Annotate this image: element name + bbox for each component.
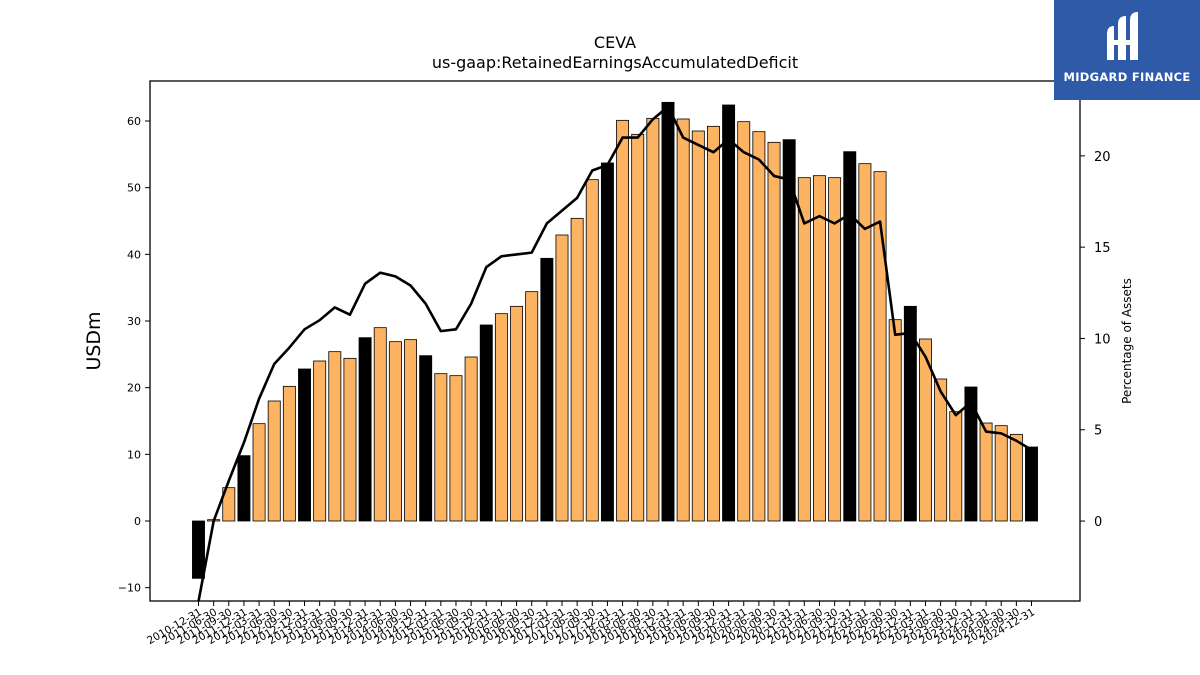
bar-2022-03-31 xyxy=(858,163,872,522)
bar-2016-03-31 xyxy=(494,313,508,522)
bar-2019-06-30 xyxy=(691,130,705,522)
bar-2023-09-30 xyxy=(949,411,963,522)
bar-2015-06-30 xyxy=(449,375,463,522)
y-tick-label: 50 xyxy=(127,182,141,195)
line-group xyxy=(197,105,1033,602)
bar-2014-06-30 xyxy=(388,341,402,522)
bar-2015-12-31 xyxy=(479,324,493,522)
bar-2018-09-30 xyxy=(646,117,660,522)
bar-2017-09-30 xyxy=(585,179,599,522)
y2-tick-label: 15 xyxy=(1094,241,1111,256)
bar-2012-06-30 xyxy=(267,400,281,522)
y-tick-label: −10 xyxy=(118,582,141,595)
bar-2022-09-30 xyxy=(888,319,902,522)
y2-tick-label: 20 xyxy=(1094,150,1111,165)
bar-2024-06-30 xyxy=(994,425,1008,522)
y2-axis-label: Percentage of Assets xyxy=(1120,278,1134,404)
y-tick-label: 20 xyxy=(127,382,141,395)
midgard-finance-logo: MIDGARD FINANCE xyxy=(1054,0,1200,100)
bar-2021-09-30 xyxy=(828,177,842,522)
bar-2017-06-30 xyxy=(570,217,584,522)
bar-2021-06-30 xyxy=(813,175,826,522)
bar-2014-03-31 xyxy=(373,327,387,522)
bar-2014-12-31 xyxy=(419,355,433,522)
y-tick-label: 10 xyxy=(127,448,141,461)
bar-2019-12-31 xyxy=(722,104,736,522)
midgard-logo-icon xyxy=(1107,12,1138,60)
plot-frame xyxy=(149,80,1081,602)
y2-tick-label: 10 xyxy=(1094,332,1111,347)
y-tick-label: 60 xyxy=(127,115,141,128)
bar-2017-12-31 xyxy=(600,162,614,522)
bar-2018-12-31 xyxy=(661,101,675,522)
bar-2013-06-30 xyxy=(328,351,342,522)
bar-2011-12-31 xyxy=(237,455,251,522)
bar-2013-09-30 xyxy=(343,357,357,522)
bar-2016-09-30 xyxy=(525,291,539,522)
bar-2022-06-30 xyxy=(873,171,887,522)
y-tick-label: 40 xyxy=(127,248,141,261)
chart-title: CEVA xyxy=(594,33,636,52)
bar-2023-03-31 xyxy=(919,338,932,522)
bar-2015-03-31 xyxy=(434,373,448,522)
bar-2015-09-30 xyxy=(464,356,478,522)
bar-2016-06-30 xyxy=(510,305,524,522)
axes-group: −100102030405060051015202010-12-312011-0… xyxy=(118,115,1111,647)
bar-2011-09-30 xyxy=(222,487,236,522)
bar-2021-12-31 xyxy=(843,151,857,522)
bar-2012-09-30 xyxy=(282,385,296,522)
bar-2010-12-31 xyxy=(192,520,205,579)
bar-2020-03-31 xyxy=(737,121,751,522)
bar-2024-12-31 xyxy=(1025,446,1038,522)
bar-2020-12-31 xyxy=(782,139,796,522)
bar-2019-09-30 xyxy=(706,125,720,522)
bar-2012-03-31 xyxy=(252,423,266,522)
y-tick-label: 0 xyxy=(134,515,141,528)
bar-2022-12-31 xyxy=(903,305,917,522)
bar-2018-03-31 xyxy=(616,119,630,522)
bar-2019-03-31 xyxy=(676,118,690,522)
bar-2013-03-31 xyxy=(313,360,327,522)
bar-2013-12-31 xyxy=(358,337,372,522)
y2-tick-label: 0 xyxy=(1094,515,1102,530)
y2-tick-label: 5 xyxy=(1094,424,1102,439)
bar-2020-06-30 xyxy=(752,131,766,522)
logo-text: MIDGARD FINANCE xyxy=(1063,70,1191,84)
bar-2016-12-31 xyxy=(540,257,554,522)
bars-group xyxy=(192,101,1038,579)
y-axis-label: USDm xyxy=(83,311,105,370)
bar-2018-06-30 xyxy=(631,133,645,522)
y-tick-label: 30 xyxy=(127,315,141,328)
bar-2017-03-31 xyxy=(555,234,569,522)
bar-2020-09-30 xyxy=(767,141,781,522)
bar-2023-12-31 xyxy=(964,386,978,522)
bar-2021-03-31 xyxy=(797,177,811,522)
bar-2014-09-30 xyxy=(404,339,418,522)
percent-of-assets-line xyxy=(197,105,1033,602)
chart-subtitle: us-gaap:RetainedEarningsAccumulatedDefic… xyxy=(432,53,798,72)
bar-2024-09-30 xyxy=(1009,433,1023,522)
bar-2023-06-30 xyxy=(934,378,948,522)
bar-2012-12-31 xyxy=(298,368,311,522)
bar-2024-03-31 xyxy=(979,422,993,522)
